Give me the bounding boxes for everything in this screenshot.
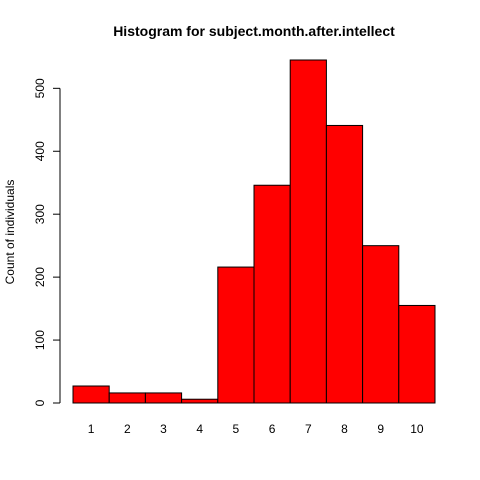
bar-5 <box>217 266 255 404</box>
x-label-9: 9 <box>377 422 384 436</box>
bar-7 <box>289 59 327 404</box>
bar-9 <box>362 245 400 404</box>
x-label-4: 4 <box>196 422 203 436</box>
x-axis-labels: 1 2 3 4 5 6 7 8 9 10 <box>88 422 424 436</box>
x-label-6: 6 <box>269 422 276 436</box>
x-label-10: 10 <box>410 422 424 436</box>
x-label-8: 8 <box>341 422 348 436</box>
x-label-7: 7 <box>305 422 312 436</box>
bar-3 <box>144 392 183 404</box>
x-label-3: 3 <box>160 422 167 436</box>
x-label-2: 2 <box>124 422 131 436</box>
bar-10 <box>398 304 436 404</box>
y-tick-label-500: 500 <box>33 78 47 98</box>
bars-group <box>72 59 436 404</box>
y-tick-label-200: 200 <box>33 267 47 287</box>
y-tick-label-0: 0 <box>33 399 47 406</box>
bar-6 <box>253 184 291 404</box>
y-axis-label: Count of individuals <box>3 180 17 285</box>
x-label-1: 1 <box>88 422 95 436</box>
y-tick-label-100: 100 <box>33 330 47 350</box>
bar-2 <box>108 392 146 404</box>
bar-1 <box>72 385 110 404</box>
y-tick-label-400: 400 <box>33 141 47 161</box>
bar-4 <box>181 398 219 404</box>
y-axis: 0 100 200 300 400 500 <box>33 78 61 406</box>
y-tick-label-300: 300 <box>33 204 47 224</box>
bar-8 <box>325 124 364 404</box>
x-label-5: 5 <box>233 422 240 436</box>
chart-title: Histogram for subject.month.after.intell… <box>113 23 395 39</box>
